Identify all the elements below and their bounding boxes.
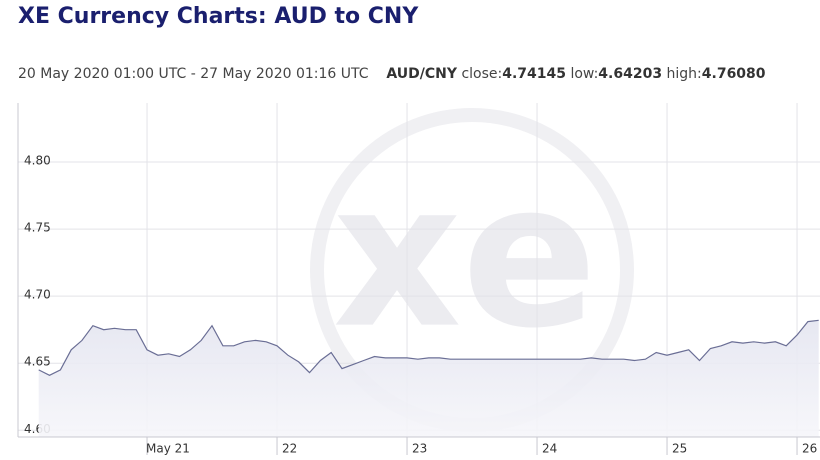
y-tick-label: 4.65 [24,355,51,369]
stat-label: high: [666,66,702,82]
x-tick-label: 22 [282,442,297,456]
y-tick-label: 4.80 [24,154,51,168]
pair: AUD/CNY [386,66,457,82]
stat-label: low: [570,66,599,82]
x-tick-label: 23 [412,442,427,456]
line [38,319,819,376]
page-title: XE Currency Charts: AUD to CNY [18,4,419,29]
x-tick-label: 26 [802,442,817,456]
y-tick-label: 4.70 [24,288,51,302]
watermark: xe [333,140,598,373]
date-range: 20 May 2020 01:00 UTC - 27 May 2020 01:1… [18,66,369,82]
summary: 20 May 2020 01:00 UTC - 27 May 2020 01:1… [18,66,766,82]
stat-value: 4.76080 [701,66,766,82]
stat-value: 4.64203 [598,66,663,82]
x-tick-label: 24 [542,442,557,456]
area [38,320,819,437]
stat-value: 4.74145 [502,66,566,82]
stat-label: close: [461,66,503,82]
x-tick-label: 25 [672,442,687,456]
x-tick-label: May 21 [146,442,190,456]
y-tick-label: 4.75 [24,221,51,235]
